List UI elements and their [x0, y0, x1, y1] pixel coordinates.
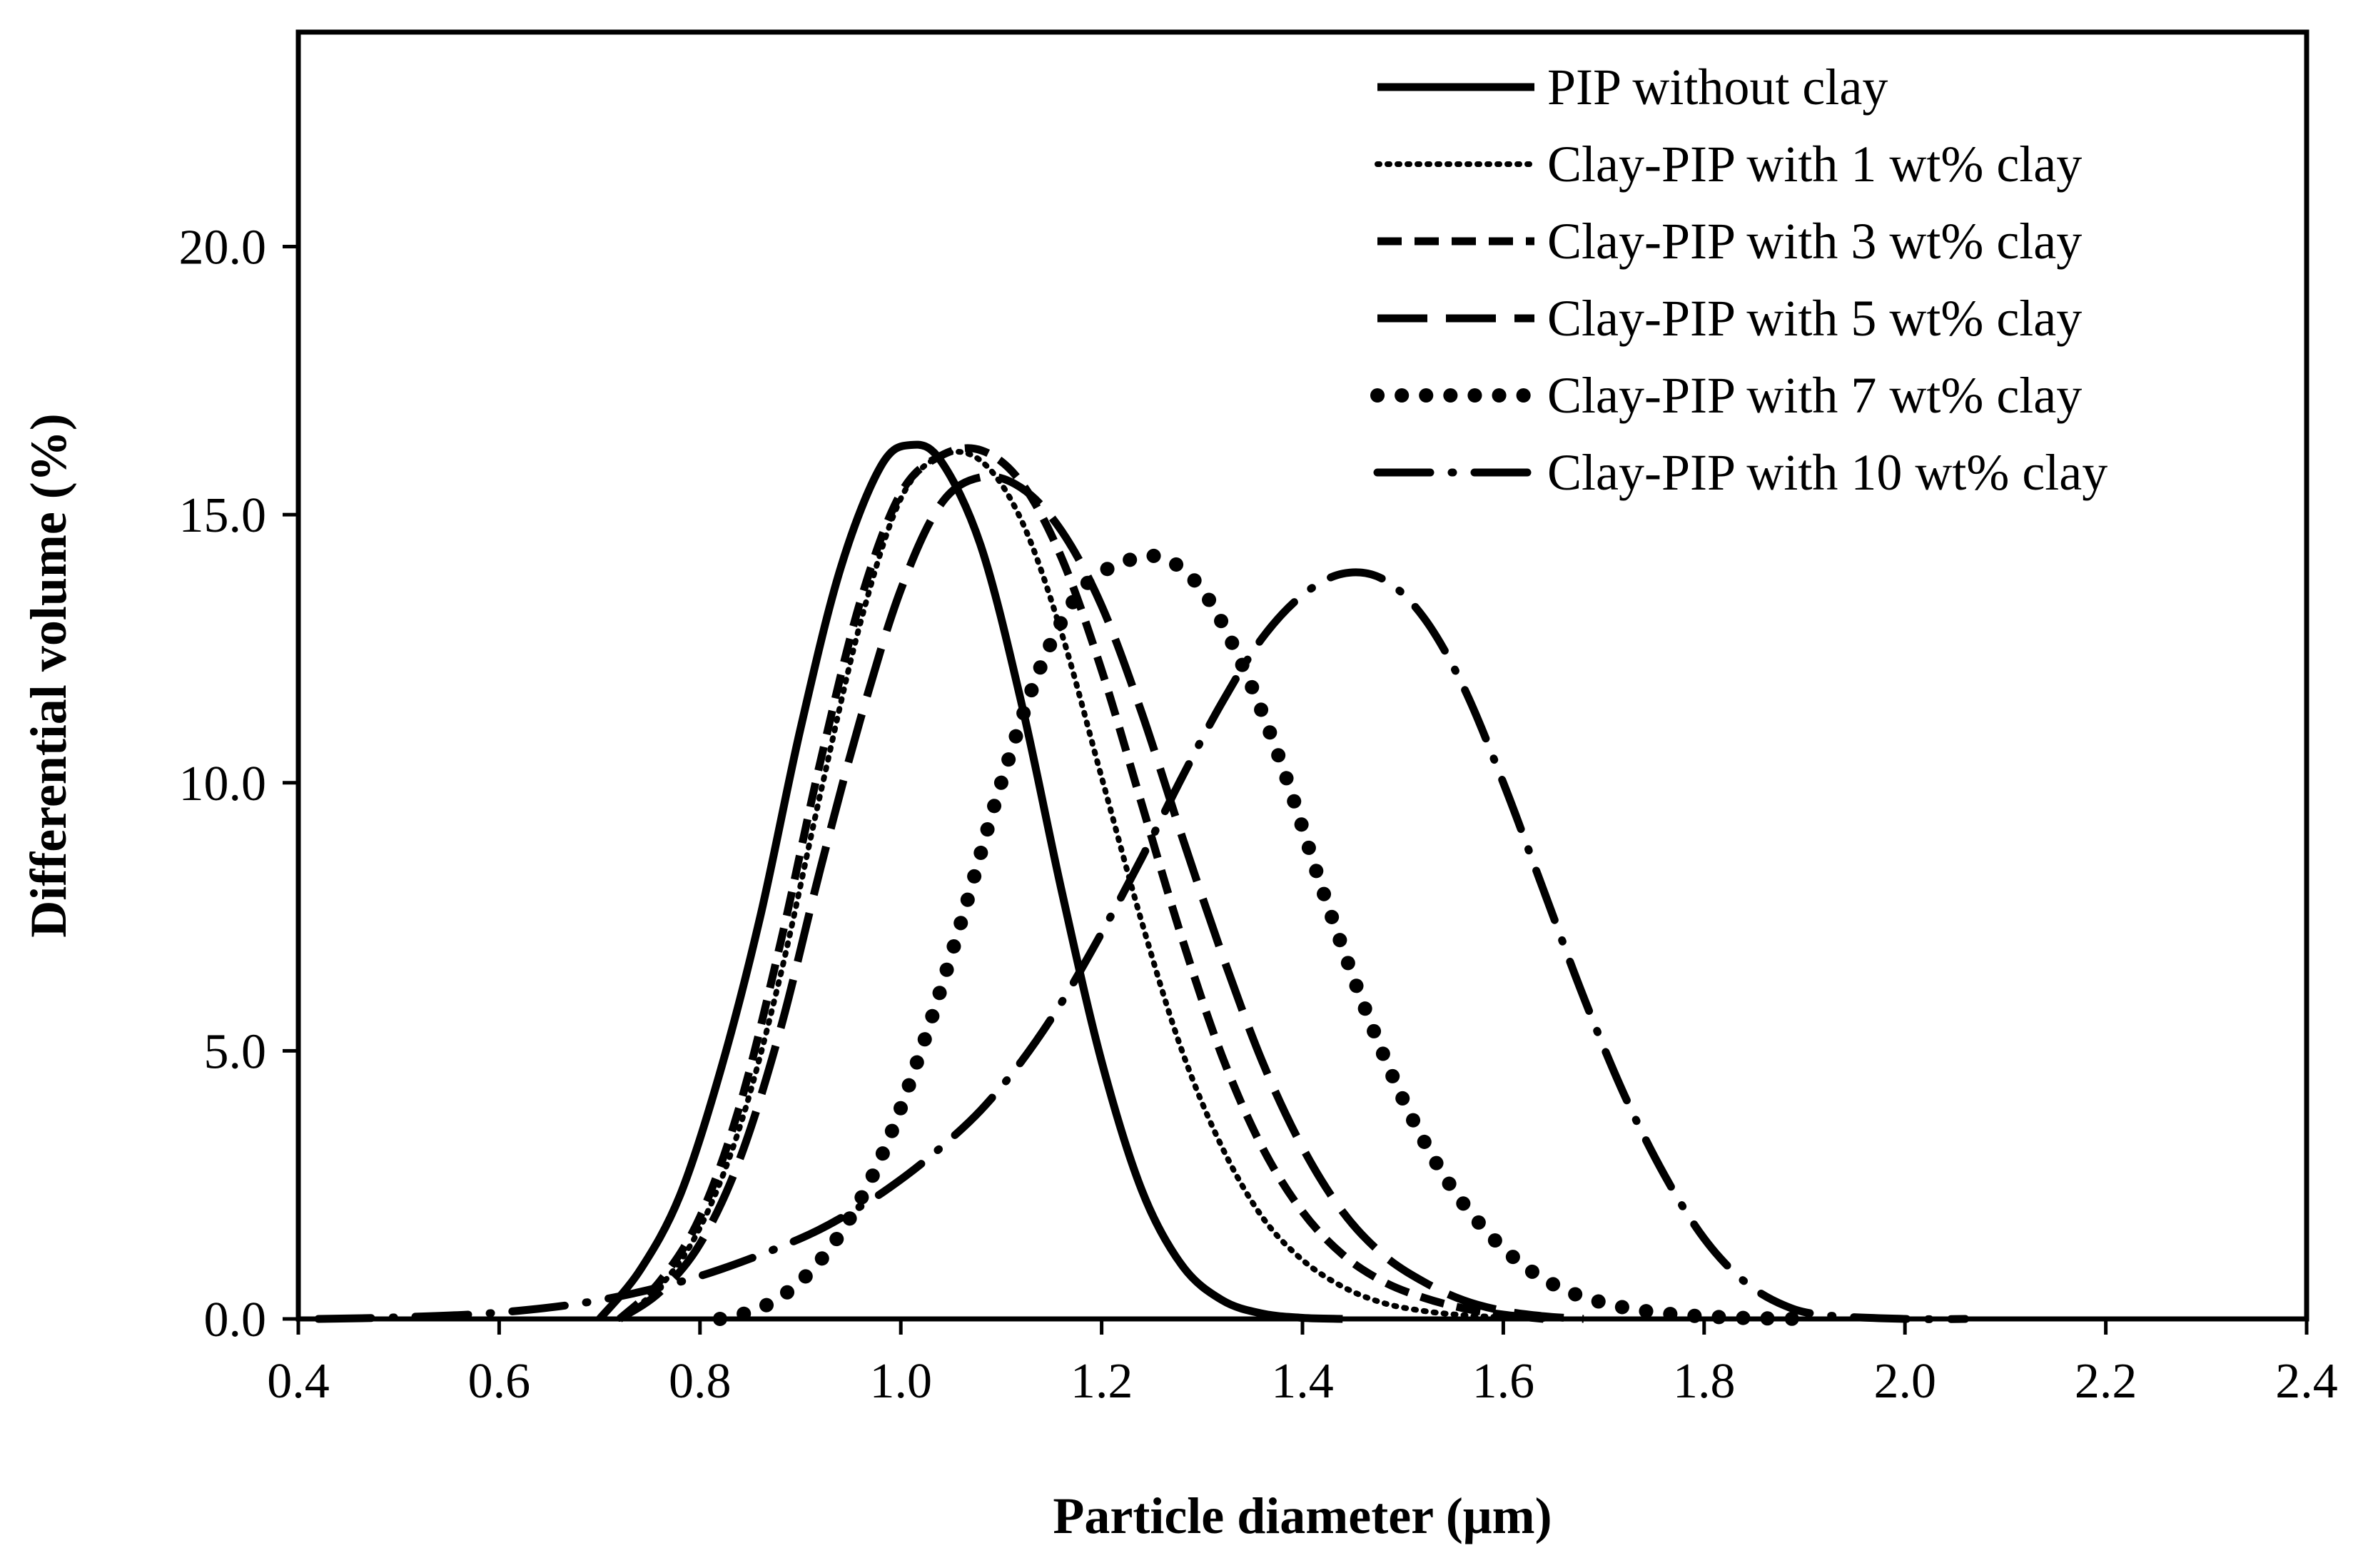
x-tick-label: 0.8 [669, 1354, 732, 1409]
series-line-1 [596, 440, 1343, 1323]
y-tick-label: 0.0 [204, 1293, 267, 1347]
x-tick-label: 1.4 [1271, 1354, 1334, 1409]
series-line-2 [617, 449, 1547, 1322]
legend-label-5: Clay-PIP with 7 wt% clay [1547, 367, 2082, 424]
series-layer [314, 440, 1970, 1326]
legend-label-4: Clay-PIP with 5 wt% clay [1547, 290, 2082, 347]
x-tick-label: 0.6 [468, 1354, 531, 1409]
series-line-5 [712, 548, 1812, 1326]
x-axis-title: Particle diameter (μm) [1053, 1487, 1552, 1544]
plot-area-frame [295, 29, 2309, 1322]
series-line-3 [617, 444, 1544, 1323]
legend-label-3: Clay-PIP with 3 wt% clay [1547, 213, 2082, 270]
legend-label-1: PIP without clay [1547, 59, 1888, 116]
x-tick-label: 2.2 [2075, 1354, 2137, 1409]
x-tick-label: 0.4 [267, 1354, 330, 1409]
y-axis-title: Differential volume (%) [20, 413, 77, 937]
x-tick-label: 1.0 [869, 1354, 932, 1409]
legend-label-2: Clay-PIP with 1 wt% clay [1547, 136, 2082, 193]
x-tick-label: 1.2 [1071, 1354, 1133, 1409]
y-tick-label: 5.0 [204, 1024, 267, 1079]
series-line-6 [314, 568, 1970, 1323]
legend-label-6: Clay-PIP with 10 wt% clay [1547, 444, 2108, 501]
y-tick-label: 15.0 [179, 488, 267, 543]
x-tick-label: 1.6 [1472, 1354, 1535, 1409]
y-tick-label: 20.0 [179, 221, 267, 275]
x-tick-label: 2.0 [1873, 1354, 1936, 1409]
legend: PIP without clay Clay-PIP with 1 wt% clay… [1370, 59, 2108, 501]
x-tick-label: 2.4 [2275, 1354, 2338, 1409]
axis-layer: 0.4 0.6 0.8 1.0 1.2 1.4 1.6 1.8 2.0 2.2 2.4 0.0 5.0 1… [179, 221, 2338, 1410]
y-tick-label: 10.0 [179, 757, 267, 811]
x-tick-label: 1.8 [1673, 1354, 1736, 1409]
